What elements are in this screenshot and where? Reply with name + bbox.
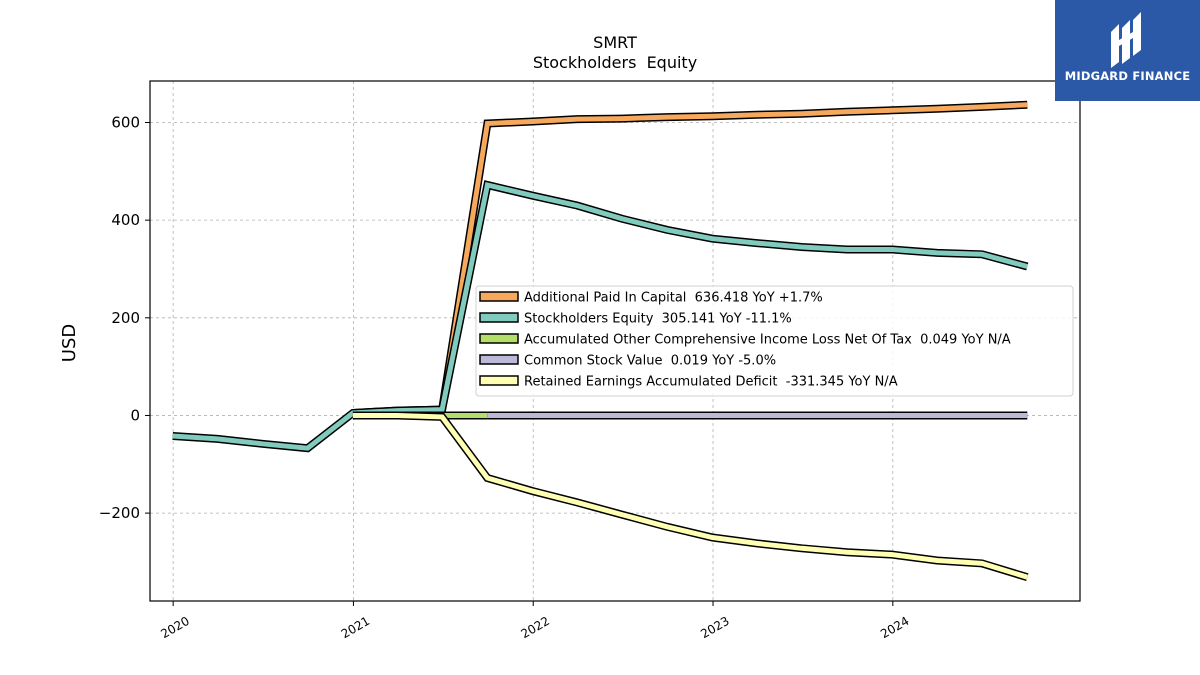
legend-label: Common Stock Value 0.019 YoY -5.0%	[524, 354, 776, 369]
series-outline	[352, 411, 1029, 582]
legend-box	[475, 285, 1074, 397]
legend-swatch	[479, 375, 519, 386]
midgard-logo-icon	[1111, 12, 1141, 68]
legend-label: Stockholders Equity 305.141 YoY -11.1%	[524, 312, 792, 327]
y-tick-label: 600	[111, 114, 140, 132]
series-line	[352, 413, 1029, 580]
chart-subtitle: Stockholders Equity	[533, 53, 697, 72]
y-axis-label: USD	[59, 324, 80, 362]
legend-swatch	[479, 312, 519, 323]
x-tick-label: 2022	[519, 614, 552, 641]
series-line	[172, 181, 1028, 451]
y-tick-label: 400	[111, 211, 140, 229]
legend: Additional Paid In Capital 636.418 YoY +…	[475, 285, 1074, 397]
y-tick-label: 200	[111, 309, 140, 327]
y-tick-label: 0	[130, 406, 140, 424]
legend-swatch	[479, 333, 519, 344]
legend-label: Accumulated Other Comprehensive Income L…	[524, 333, 1011, 348]
x-tick-label: 2024	[878, 614, 911, 641]
x-tick-label: 2020	[158, 614, 191, 641]
y-tick-label: −200	[99, 504, 140, 522]
brand-name: MIDGARD FINANCE	[1064, 69, 1191, 83]
series-line	[352, 102, 1028, 416]
x-tick-label: 2021	[339, 614, 372, 641]
brand-logo: MIDGARD FINANCE	[1055, 0, 1200, 101]
series-layer	[172, 100, 1029, 582]
chart-title: SMRT	[593, 33, 637, 52]
legend-label: Retained Earnings Accumulated Deficit -3…	[524, 375, 898, 390]
plot-frame	[149, 80, 1081, 602]
x-tick-label: 2023	[698, 614, 731, 641]
legend-swatch	[479, 291, 519, 302]
legend-label: Additional Paid In Capital 636.418 YoY +…	[524, 291, 823, 306]
legend-swatch	[479, 354, 519, 365]
